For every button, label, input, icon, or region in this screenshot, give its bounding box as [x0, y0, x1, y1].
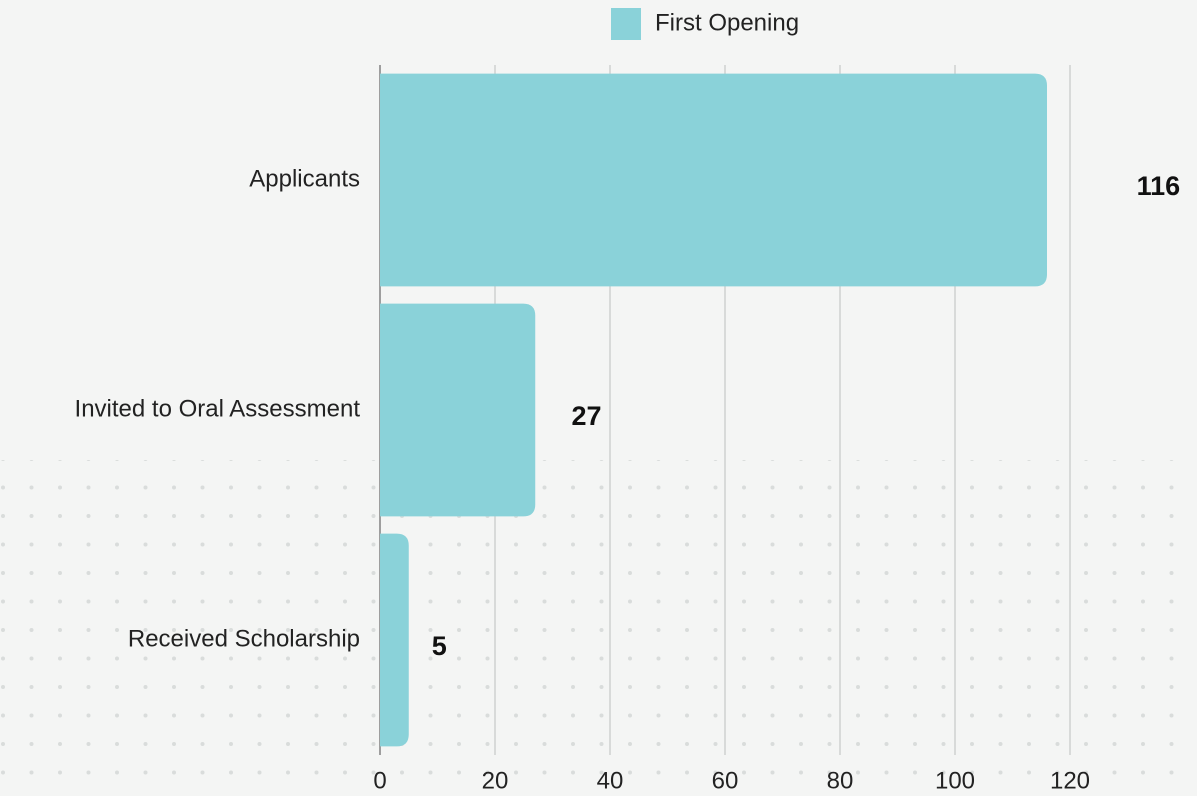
y-tick-label: Applicants: [249, 165, 360, 192]
bar: [380, 533, 409, 747]
x-tick-label: 20: [482, 767, 509, 794]
x-tick-label: 40: [597, 767, 624, 794]
value-label: 27: [571, 401, 601, 431]
x-tick-label: 0: [373, 767, 386, 794]
legend-swatch: [611, 8, 641, 40]
background-dots: [0, 460, 1197, 796]
x-tick-label: 100: [935, 767, 975, 794]
legend-label: First Opening: [655, 9, 799, 36]
y-tick-label: Invited to Oral Assessment: [75, 395, 361, 422]
y-tick-label: Received Scholarship: [128, 625, 360, 652]
bar: [380, 303, 536, 517]
bar: [380, 73, 1047, 287]
value-label: 116: [1137, 171, 1181, 201]
x-tick-label: 60: [712, 767, 739, 794]
x-tick-label: 80: [827, 767, 854, 794]
value-label: 5: [432, 631, 447, 661]
x-tick-label: 120: [1050, 767, 1090, 794]
